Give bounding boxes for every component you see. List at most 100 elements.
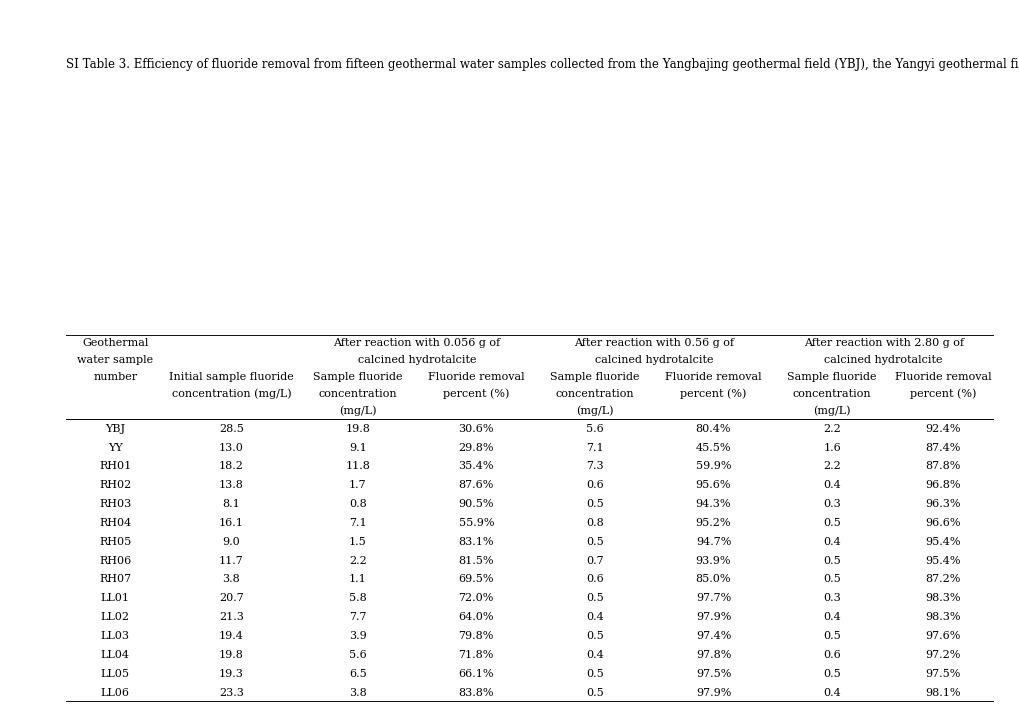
- Text: After reaction with 0.56 g of: After reaction with 0.56 g of: [574, 338, 734, 348]
- Text: percent (%): percent (%): [909, 389, 975, 399]
- Text: Fluoride removal: Fluoride removal: [664, 372, 761, 382]
- Text: LL02: LL02: [101, 612, 129, 622]
- Text: calcined hydrotalcite: calcined hydrotalcite: [823, 355, 942, 365]
- Text: 1.6: 1.6: [822, 443, 840, 453]
- Text: 3.8: 3.8: [222, 575, 239, 585]
- Text: 0.4: 0.4: [822, 612, 840, 622]
- Text: 1.1: 1.1: [348, 575, 366, 585]
- Text: Fluoride removal: Fluoride removal: [428, 372, 524, 382]
- Text: 0.4: 0.4: [822, 537, 840, 546]
- Text: 0.6: 0.6: [585, 480, 603, 490]
- Text: RH02: RH02: [99, 480, 131, 490]
- Text: water sample: water sample: [77, 355, 153, 365]
- Text: 95.2%: 95.2%: [695, 518, 731, 528]
- Text: 16.1: 16.1: [219, 518, 244, 528]
- Text: 97.5%: 97.5%: [695, 669, 731, 679]
- Text: 96.6%: 96.6%: [924, 518, 960, 528]
- Text: 95.6%: 95.6%: [695, 480, 731, 490]
- Text: 55.9%: 55.9%: [459, 518, 493, 528]
- Text: 0.5: 0.5: [585, 669, 603, 679]
- Text: Sample fluoride: Sample fluoride: [313, 372, 403, 382]
- Text: 7.3: 7.3: [586, 462, 603, 472]
- Text: 98.1%: 98.1%: [924, 688, 960, 698]
- Text: (mg/L): (mg/L): [338, 405, 376, 416]
- Text: LL04: LL04: [101, 650, 129, 660]
- Text: 97.7%: 97.7%: [695, 593, 731, 603]
- Text: 0.5: 0.5: [585, 499, 603, 509]
- Text: 19.8: 19.8: [219, 650, 244, 660]
- Text: percent (%): percent (%): [442, 389, 508, 399]
- Text: YY: YY: [108, 443, 122, 453]
- Text: LL01: LL01: [101, 593, 129, 603]
- Text: 19.8: 19.8: [344, 423, 370, 433]
- Text: 5.6: 5.6: [348, 650, 366, 660]
- Text: 0.4: 0.4: [585, 650, 603, 660]
- Text: 90.5%: 90.5%: [459, 499, 493, 509]
- Text: 1.5: 1.5: [348, 537, 366, 546]
- Text: 94.3%: 94.3%: [695, 499, 731, 509]
- Text: 64.0%: 64.0%: [459, 612, 493, 622]
- Text: 30.6%: 30.6%: [459, 423, 493, 433]
- Text: 0.5: 0.5: [822, 518, 840, 528]
- Text: 95.4%: 95.4%: [924, 556, 960, 566]
- Text: concentration: concentration: [792, 389, 870, 399]
- Text: 0.6: 0.6: [822, 650, 840, 660]
- Text: 80.4%: 80.4%: [695, 423, 731, 433]
- Text: 87.8%: 87.8%: [924, 462, 960, 472]
- Text: 59.9%: 59.9%: [695, 462, 731, 472]
- Text: Geothermal: Geothermal: [82, 338, 149, 348]
- Text: 2.2: 2.2: [822, 462, 840, 472]
- Text: RH07: RH07: [99, 575, 131, 585]
- Text: 87.4%: 87.4%: [924, 443, 960, 453]
- Text: 66.1%: 66.1%: [459, 669, 493, 679]
- Text: Initial sample fluoride: Initial sample fluoride: [169, 372, 293, 382]
- Text: After reaction with 2.80 g of: After reaction with 2.80 g of: [803, 338, 963, 348]
- Text: 11.8: 11.8: [344, 462, 370, 472]
- Text: 0.7: 0.7: [586, 556, 603, 566]
- Text: Sample fluoride: Sample fluoride: [549, 372, 639, 382]
- Text: 96.3%: 96.3%: [924, 499, 960, 509]
- Text: Sample fluoride: Sample fluoride: [787, 372, 876, 382]
- Text: 0.5: 0.5: [585, 537, 603, 546]
- Text: Fluoride removal: Fluoride removal: [894, 372, 990, 382]
- Text: RH03: RH03: [99, 499, 131, 509]
- Text: (mg/L): (mg/L): [812, 405, 850, 416]
- Text: 81.5%: 81.5%: [459, 556, 493, 566]
- Text: 92.4%: 92.4%: [924, 423, 960, 433]
- Text: 13.0: 13.0: [219, 443, 244, 453]
- Text: 0.5: 0.5: [822, 669, 840, 679]
- Text: number: number: [93, 372, 138, 382]
- Text: 97.8%: 97.8%: [695, 650, 731, 660]
- Text: 97.9%: 97.9%: [695, 688, 731, 698]
- Text: 45.5%: 45.5%: [695, 443, 731, 453]
- Text: 20.7: 20.7: [219, 593, 244, 603]
- Text: 97.5%: 97.5%: [924, 669, 960, 679]
- Text: 0.5: 0.5: [585, 593, 603, 603]
- Text: 97.9%: 97.9%: [695, 612, 731, 622]
- Text: 19.3: 19.3: [219, 669, 244, 679]
- Text: 9.1: 9.1: [348, 443, 366, 453]
- Text: 2.2: 2.2: [822, 423, 840, 433]
- Text: RH06: RH06: [99, 556, 131, 566]
- Text: LL03: LL03: [101, 631, 129, 641]
- Text: 98.3%: 98.3%: [924, 612, 960, 622]
- Text: RH01: RH01: [99, 462, 131, 472]
- Text: After reaction with 0.056 g of: After reaction with 0.056 g of: [333, 338, 500, 348]
- Text: concentration: concentration: [555, 389, 634, 399]
- Text: 96.8%: 96.8%: [924, 480, 960, 490]
- Text: 97.4%: 97.4%: [695, 631, 731, 641]
- Text: 0.3: 0.3: [822, 593, 840, 603]
- Text: 98.3%: 98.3%: [924, 593, 960, 603]
- Text: 19.4: 19.4: [219, 631, 244, 641]
- Text: 5.8: 5.8: [348, 593, 366, 603]
- Text: 0.3: 0.3: [822, 499, 840, 509]
- Text: 95.4%: 95.4%: [924, 537, 960, 546]
- Text: 9.0: 9.0: [222, 537, 239, 546]
- Text: 71.8%: 71.8%: [459, 650, 493, 660]
- Text: 87.6%: 87.6%: [459, 480, 493, 490]
- Text: 0.5: 0.5: [822, 556, 840, 566]
- Text: 97.2%: 97.2%: [924, 650, 960, 660]
- Text: 87.2%: 87.2%: [924, 575, 960, 585]
- Text: RH05: RH05: [99, 537, 131, 546]
- Text: concentration: concentration: [318, 389, 396, 399]
